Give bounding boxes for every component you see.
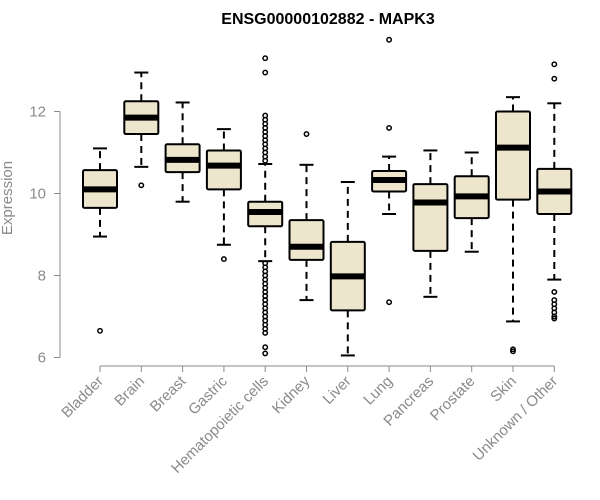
x-tick-label: Brain <box>111 373 148 410</box>
outlier-point <box>386 36 393 43</box>
x-tick-label: Breast <box>147 372 190 415</box>
outlier-point <box>138 182 145 189</box>
x-tick-label: Lung <box>360 373 396 409</box>
outlier-point <box>220 256 227 263</box>
outlier-point <box>386 124 393 131</box>
chart-title: ENSG00000102882 - MAPK3 <box>221 11 435 28</box>
x-tick-label: Liver <box>320 373 355 408</box>
box-iqr <box>495 110 531 201</box>
y-axis: 6 8 10 12 <box>29 104 61 367</box>
outlier-point <box>262 69 269 76</box>
box-prostate <box>453 151 490 253</box>
box-skin <box>495 96 531 355</box>
outlier-point <box>551 313 558 320</box>
box-hematopoietic-cells <box>247 55 284 357</box>
x-tick-label: Prostate <box>427 373 479 425</box>
outlier-point <box>386 299 393 306</box>
box-gastric <box>205 128 242 263</box>
y-tick-label: 12 <box>29 104 46 121</box>
outlier-point <box>303 131 310 138</box>
outlier-point <box>510 348 516 355</box>
box-pancreas <box>412 149 449 298</box>
box-iqr <box>288 219 325 261</box>
outlier-point <box>262 329 269 336</box>
x-tick-label: Kidney <box>269 372 314 417</box>
y-tick-label: 10 <box>29 186 46 203</box>
outlier-point <box>510 346 516 353</box>
box-kidney <box>288 131 325 302</box>
box-bladder <box>82 147 118 334</box>
outlier-point <box>551 315 558 322</box>
boxes-group <box>82 36 573 357</box>
box-liver <box>329 181 366 357</box>
outlier-point <box>551 288 558 295</box>
outlier-point <box>262 157 269 164</box>
box-iqr <box>205 149 242 191</box>
outlier-point <box>551 61 558 68</box>
box-brain <box>123 71 160 189</box>
outlier-point <box>262 344 269 351</box>
y-axis-label: Expression <box>0 161 16 235</box>
box-breast <box>164 101 201 203</box>
y-tick-label: 8 <box>38 268 46 285</box>
x-tick-label: Bladder <box>58 373 107 422</box>
outlier-point <box>551 75 558 82</box>
outlier-point <box>262 350 269 357</box>
y-tick-label: 6 <box>38 350 46 367</box>
box-unknown-other <box>536 61 573 322</box>
x-tick-label: Skin <box>487 373 520 406</box>
outlier-point <box>262 55 269 62</box>
box-iqr <box>412 183 449 252</box>
outlier-point <box>97 327 103 334</box>
box-lung <box>371 36 408 306</box>
